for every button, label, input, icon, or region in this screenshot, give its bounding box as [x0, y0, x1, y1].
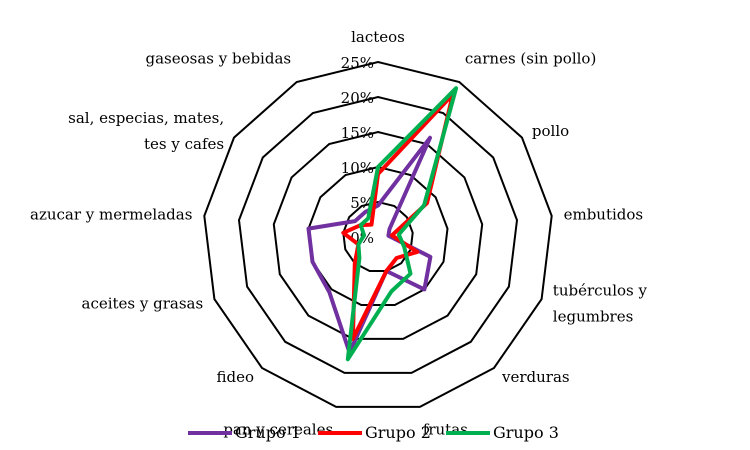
- legend-label-2: Grupo 2: [365, 423, 431, 442]
- category-labels: lacteos carnes (sin pollo) pollo embutidos t…: [30, 28, 647, 439]
- legend: Grupo 1 Grupo 2 Grupo 3: [188, 423, 559, 442]
- category-label: tubérculos y: [553, 281, 648, 299]
- legend-label-1: Grupo 1: [235, 423, 301, 442]
- category-label: embutidos: [564, 206, 644, 224]
- category-label: sal, especias, mates,: [68, 109, 224, 127]
- category-label: aceites y grasas: [82, 294, 204, 312]
- legend-label-3: Grupo 3: [493, 423, 559, 442]
- category-label: pan y cereales: [223, 421, 333, 439]
- category-label: gaseosas y bebidas: [145, 49, 291, 67]
- gridline-20: [237, 95, 519, 374]
- data-series: [306, 86, 459, 362]
- tick-label: 15%: [341, 124, 374, 142]
- category-label: legumbres: [553, 307, 634, 325]
- radar-grid: [203, 60, 553, 408]
- tick-label: 5%: [350, 194, 374, 212]
- tick-label: 10%: [341, 159, 374, 177]
- category-label: tes y cafes: [144, 135, 224, 153]
- gridline-15: [272, 130, 484, 340]
- category-label: carnes (sin pollo): [465, 49, 596, 67]
- category-label: verduras: [501, 368, 570, 386]
- gridline-25: [203, 60, 553, 408]
- gridline-10: [307, 165, 449, 306]
- tick-label: 20%: [341, 89, 374, 107]
- category-label: azucar y mermeladas: [30, 206, 192, 224]
- category-label: fideo: [216, 368, 254, 386]
- series-line-3: [345, 86, 459, 362]
- tick-label: 25%: [341, 54, 374, 72]
- category-label: pollo: [532, 122, 569, 140]
- category-label: lacteos: [351, 28, 405, 46]
